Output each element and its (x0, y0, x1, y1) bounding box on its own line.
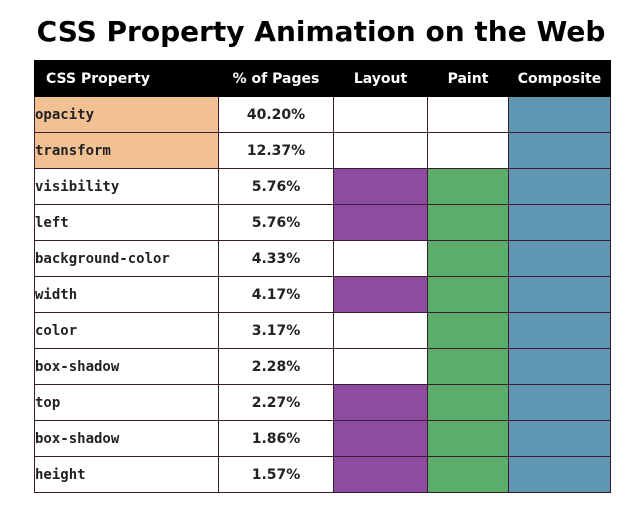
property-name-cell: background-color (34, 240, 219, 277)
header-row: CSS Property % of Pages Layout Paint Com… (34, 60, 611, 97)
property-name-cell: color (34, 312, 219, 349)
property-name-cell: top (34, 384, 219, 421)
layout-stage-cell (333, 132, 428, 169)
property-name-cell: opacity (34, 96, 219, 133)
table-row: opacity 40.20% (34, 96, 611, 133)
layout-stage-cell (333, 312, 428, 349)
header-paint: Paint (427, 60, 509, 97)
header-percent-of-pages: % of Pages (218, 60, 334, 97)
chart-title: CSS Property Animation on the Web (36, 15, 606, 48)
composite-stage-cell (508, 96, 611, 133)
composite-stage-cell (508, 456, 611, 493)
percent-of-pages-cell: 1.57% (218, 456, 334, 493)
paint-stage-cell (427, 276, 509, 313)
layout-stage-cell (333, 96, 428, 133)
percent-of-pages-cell: 4.33% (218, 240, 334, 277)
layout-stage-cell (333, 276, 428, 313)
layout-stage-cell (333, 204, 428, 241)
layout-stage-cell (333, 420, 428, 457)
table-row: transform 12.37% (34, 132, 611, 169)
layout-stage-cell (333, 240, 428, 277)
paint-stage-cell (427, 240, 509, 277)
table-body: opacity 40.20% transform 12.37% visibility 5.… (34, 96, 611, 493)
property-name-cell: transform (34, 132, 219, 169)
composite-stage-cell (508, 204, 611, 241)
paint-stage-cell (427, 420, 509, 457)
composite-stage-cell (508, 132, 611, 169)
paint-stage-cell (427, 204, 509, 241)
composite-stage-cell (508, 384, 611, 421)
table-row: width 4.17% (34, 276, 611, 313)
layout-stage-cell (333, 168, 428, 205)
property-name-cell: left (34, 204, 219, 241)
percent-of-pages-cell: 4.17% (218, 276, 334, 313)
percent-of-pages-cell: 2.28% (218, 348, 334, 385)
table-row: left 5.76% (34, 204, 611, 241)
composite-stage-cell (508, 420, 611, 457)
table-row: height 1.57% (34, 456, 611, 493)
header-composite: Composite (508, 60, 611, 97)
paint-stage-cell (427, 132, 509, 169)
table-row: color 3.17% (34, 312, 611, 349)
header-layout: Layout (333, 60, 428, 97)
paint-stage-cell (427, 168, 509, 205)
paint-stage-cell (427, 96, 509, 133)
property-name-cell: visibility (34, 168, 219, 205)
percent-of-pages-cell: 3.17% (218, 312, 334, 349)
paint-stage-cell (427, 312, 509, 349)
paint-stage-cell (427, 348, 509, 385)
percent-of-pages-cell: 40.20% (218, 96, 334, 133)
table-row: top 2.27% (34, 384, 611, 421)
layout-stage-cell (333, 384, 428, 421)
percent-of-pages-cell: 5.76% (218, 204, 334, 241)
composite-stage-cell (508, 348, 611, 385)
percent-of-pages-cell: 1.86% (218, 420, 334, 457)
layout-stage-cell (333, 348, 428, 385)
composite-stage-cell (508, 276, 611, 313)
paint-stage-cell (427, 384, 509, 421)
property-name-cell: height (34, 456, 219, 493)
layout-stage-cell (333, 456, 428, 493)
paint-stage-cell (427, 456, 509, 493)
property-name-cell: width (34, 276, 219, 313)
property-name-cell: box-shadow (34, 420, 219, 457)
property-table: CSS Property % of Pages Layout Paint Com… (34, 60, 611, 493)
table-row: visibility 5.76% (34, 168, 611, 205)
composite-stage-cell (508, 168, 611, 205)
property-name-cell: box-shadow (34, 348, 219, 385)
table-row: background-color 4.33% (34, 240, 611, 277)
table-row: box-shadow 2.28% (34, 348, 611, 385)
percent-of-pages-cell: 5.76% (218, 168, 334, 205)
table-row: box-shadow 1.86% (34, 420, 611, 457)
percent-of-pages-cell: 12.37% (218, 132, 334, 169)
percent-of-pages-cell: 2.27% (218, 384, 334, 421)
composite-stage-cell (508, 312, 611, 349)
header-css-property: CSS Property (34, 60, 219, 97)
composite-stage-cell (508, 240, 611, 277)
